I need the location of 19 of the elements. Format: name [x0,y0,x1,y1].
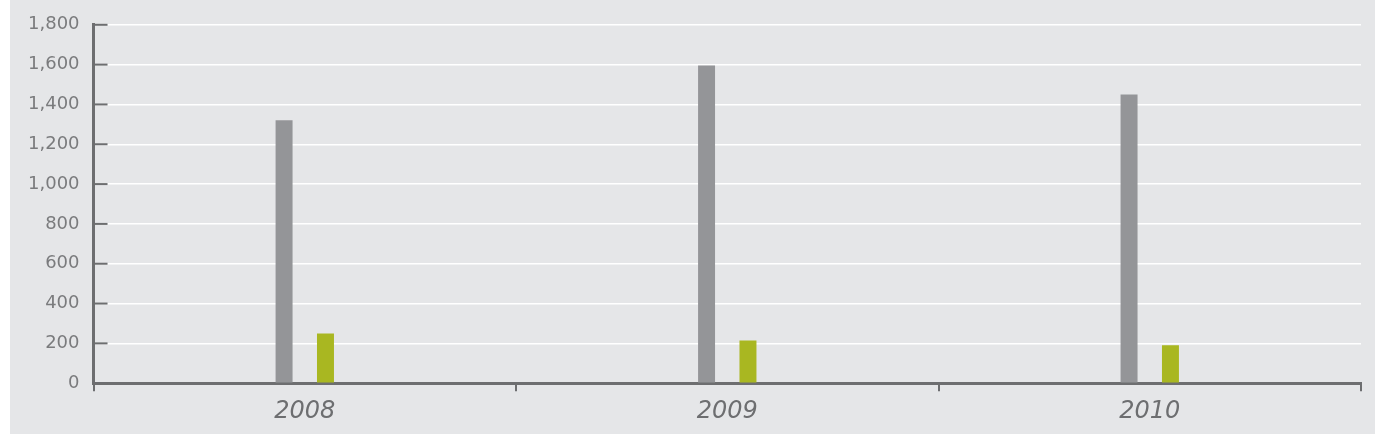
bar [739,340,757,383]
y-tick-label: 1,800 [28,12,80,34]
bar [275,120,293,383]
x-tick-label: 2010 [1119,395,1181,424]
y-tick-label: 600 [45,251,80,273]
bar [1161,345,1179,383]
y-tick-label: 400 [45,291,80,313]
x-tick-label: 2008 [274,395,336,424]
y-tick-label: 800 [45,211,80,233]
y-tick-label: 1,400 [28,92,80,114]
y-tick-label: 0 [68,370,80,392]
bar [698,65,716,383]
bar [316,333,334,383]
y-tick-label: 1,000 [28,171,80,193]
y-tick-label: 1,200 [28,131,80,153]
y-tick-label: 1,600 [28,52,80,74]
bar [1120,94,1138,383]
x-tick-label: 2009 [696,395,758,424]
y-tick-label: 200 [45,331,80,353]
